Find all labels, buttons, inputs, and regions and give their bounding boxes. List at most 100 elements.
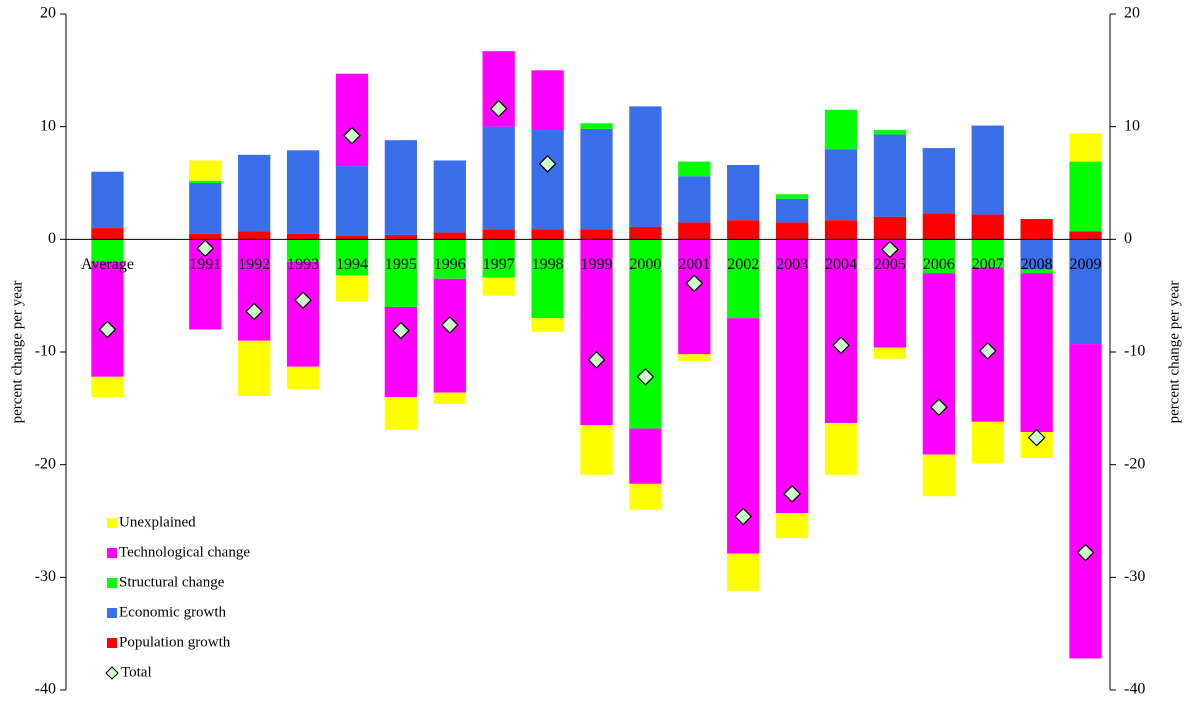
bar-segment (775, 194, 809, 199)
bar-segment (971, 239, 1004, 268)
bar-segment (824, 239, 858, 423)
x-tick-label: 2000 (629, 256, 661, 273)
bar-segment (629, 239, 662, 429)
bar-segment (286, 239, 320, 262)
bar-segment (873, 130, 907, 135)
y2-tick-label: -40 (1124, 681, 1145, 698)
y-tick-label: 0 (48, 230, 56, 247)
total-marker (685, 274, 704, 293)
bar-segment (727, 239, 760, 319)
y-tick-label: -20 (35, 455, 56, 472)
bar-segment (335, 73, 369, 167)
total-marker (587, 351, 606, 369)
legend-label: Unexplained (119, 514, 196, 530)
x-tick-label: 2006 (923, 256, 955, 273)
x-tick-label: 1995 (385, 256, 417, 273)
bar-segment (775, 198, 809, 223)
bar-segment (1020, 219, 1053, 240)
bar-segment (335, 275, 369, 302)
bar-segment (1069, 239, 1102, 345)
x-tick-label: 1997 (483, 256, 515, 273)
legend-swatch (107, 608, 117, 618)
bar-segment (727, 220, 760, 240)
bar-segment (189, 180, 222, 183)
bar-segment (922, 239, 955, 274)
bar-segment (678, 176, 711, 223)
y2-tick-label: -10 (1124, 343, 1145, 360)
bar-segment (238, 154, 271, 232)
total-marker (783, 485, 801, 503)
y2-tick-label: 0 (1124, 230, 1132, 247)
x-tick-label: 1996 (434, 256, 466, 273)
x-tick-label: 2002 (727, 256, 759, 273)
bar-segment (286, 261, 320, 367)
bar-segment (384, 234, 418, 240)
total-marker (343, 126, 361, 145)
bar-segment (1020, 273, 1053, 432)
x-tick-label: 2009 (1070, 256, 1102, 273)
bar-segment (482, 239, 515, 278)
bar-segment (580, 229, 613, 240)
bar-segment (91, 239, 124, 262)
bar-segment (873, 347, 907, 359)
total-marker (929, 398, 948, 417)
x-tick-label: 2008 (1021, 256, 1053, 273)
bar-segment (433, 232, 466, 240)
bar-segment (335, 235, 369, 240)
bar-segment (873, 216, 907, 240)
y-tick-label: -10 (35, 343, 56, 360)
legend-label: Population growth (119, 634, 231, 650)
bar-segment (189, 183, 222, 234)
y-tick-label: -30 (35, 568, 56, 585)
bar-segment (91, 261, 124, 377)
x-tick-label: 1992 (238, 256, 270, 273)
bar-segment (1069, 231, 1102, 240)
legend-label: Structural change (119, 574, 225, 590)
total-marker (832, 336, 850, 355)
bar-segment (678, 354, 711, 362)
bar-segment (580, 128, 613, 230)
bar-segment (727, 553, 760, 591)
bar-segment (824, 220, 858, 240)
x-tick-label: 2001 (678, 256, 710, 273)
total-marker (881, 240, 899, 259)
y-tick-label: -40 (35, 681, 56, 698)
bar-segment (286, 233, 320, 240)
x-tick-label: Average (81, 256, 134, 273)
bar-segment (238, 239, 271, 341)
legend-swatch (107, 638, 117, 648)
y-tick-label: 20 (40, 5, 56, 22)
y-axis-label: percent change per year (9, 281, 25, 424)
bar-segment (971, 125, 1004, 215)
bar-segment (238, 340, 271, 396)
total-marker (392, 321, 410, 340)
legend-label: Technological change (119, 544, 250, 560)
bar-segment (384, 397, 418, 430)
bar-segment (629, 483, 662, 510)
y2-tick-label: -20 (1124, 455, 1145, 472)
x-tick-label: 1998 (532, 256, 564, 273)
bar-segment (678, 161, 711, 177)
total-marker (440, 316, 459, 334)
bar-segment (678, 239, 711, 355)
bar-segment (91, 228, 124, 240)
bar-segment (335, 166, 369, 236)
total-marker (196, 239, 215, 258)
bar-segment (775, 239, 809, 514)
total-marker (636, 367, 655, 386)
total-marker (1076, 543, 1095, 562)
x-tick-label: 1994 (336, 256, 368, 273)
bar-segment (482, 277, 515, 296)
legend-swatch (105, 666, 119, 680)
bar-segment (531, 239, 564, 319)
bar-segment (678, 222, 711, 240)
bar-segment (971, 421, 1004, 464)
total-marker (538, 154, 557, 173)
x-tick-label: 1991 (189, 256, 221, 273)
bar-segment (482, 126, 515, 230)
x-tick-label: 2007 (972, 256, 1004, 273)
bar-segment (824, 149, 858, 221)
bar-segment (922, 148, 955, 214)
bar-segment (189, 160, 222, 181)
bar-segment (286, 150, 320, 234)
